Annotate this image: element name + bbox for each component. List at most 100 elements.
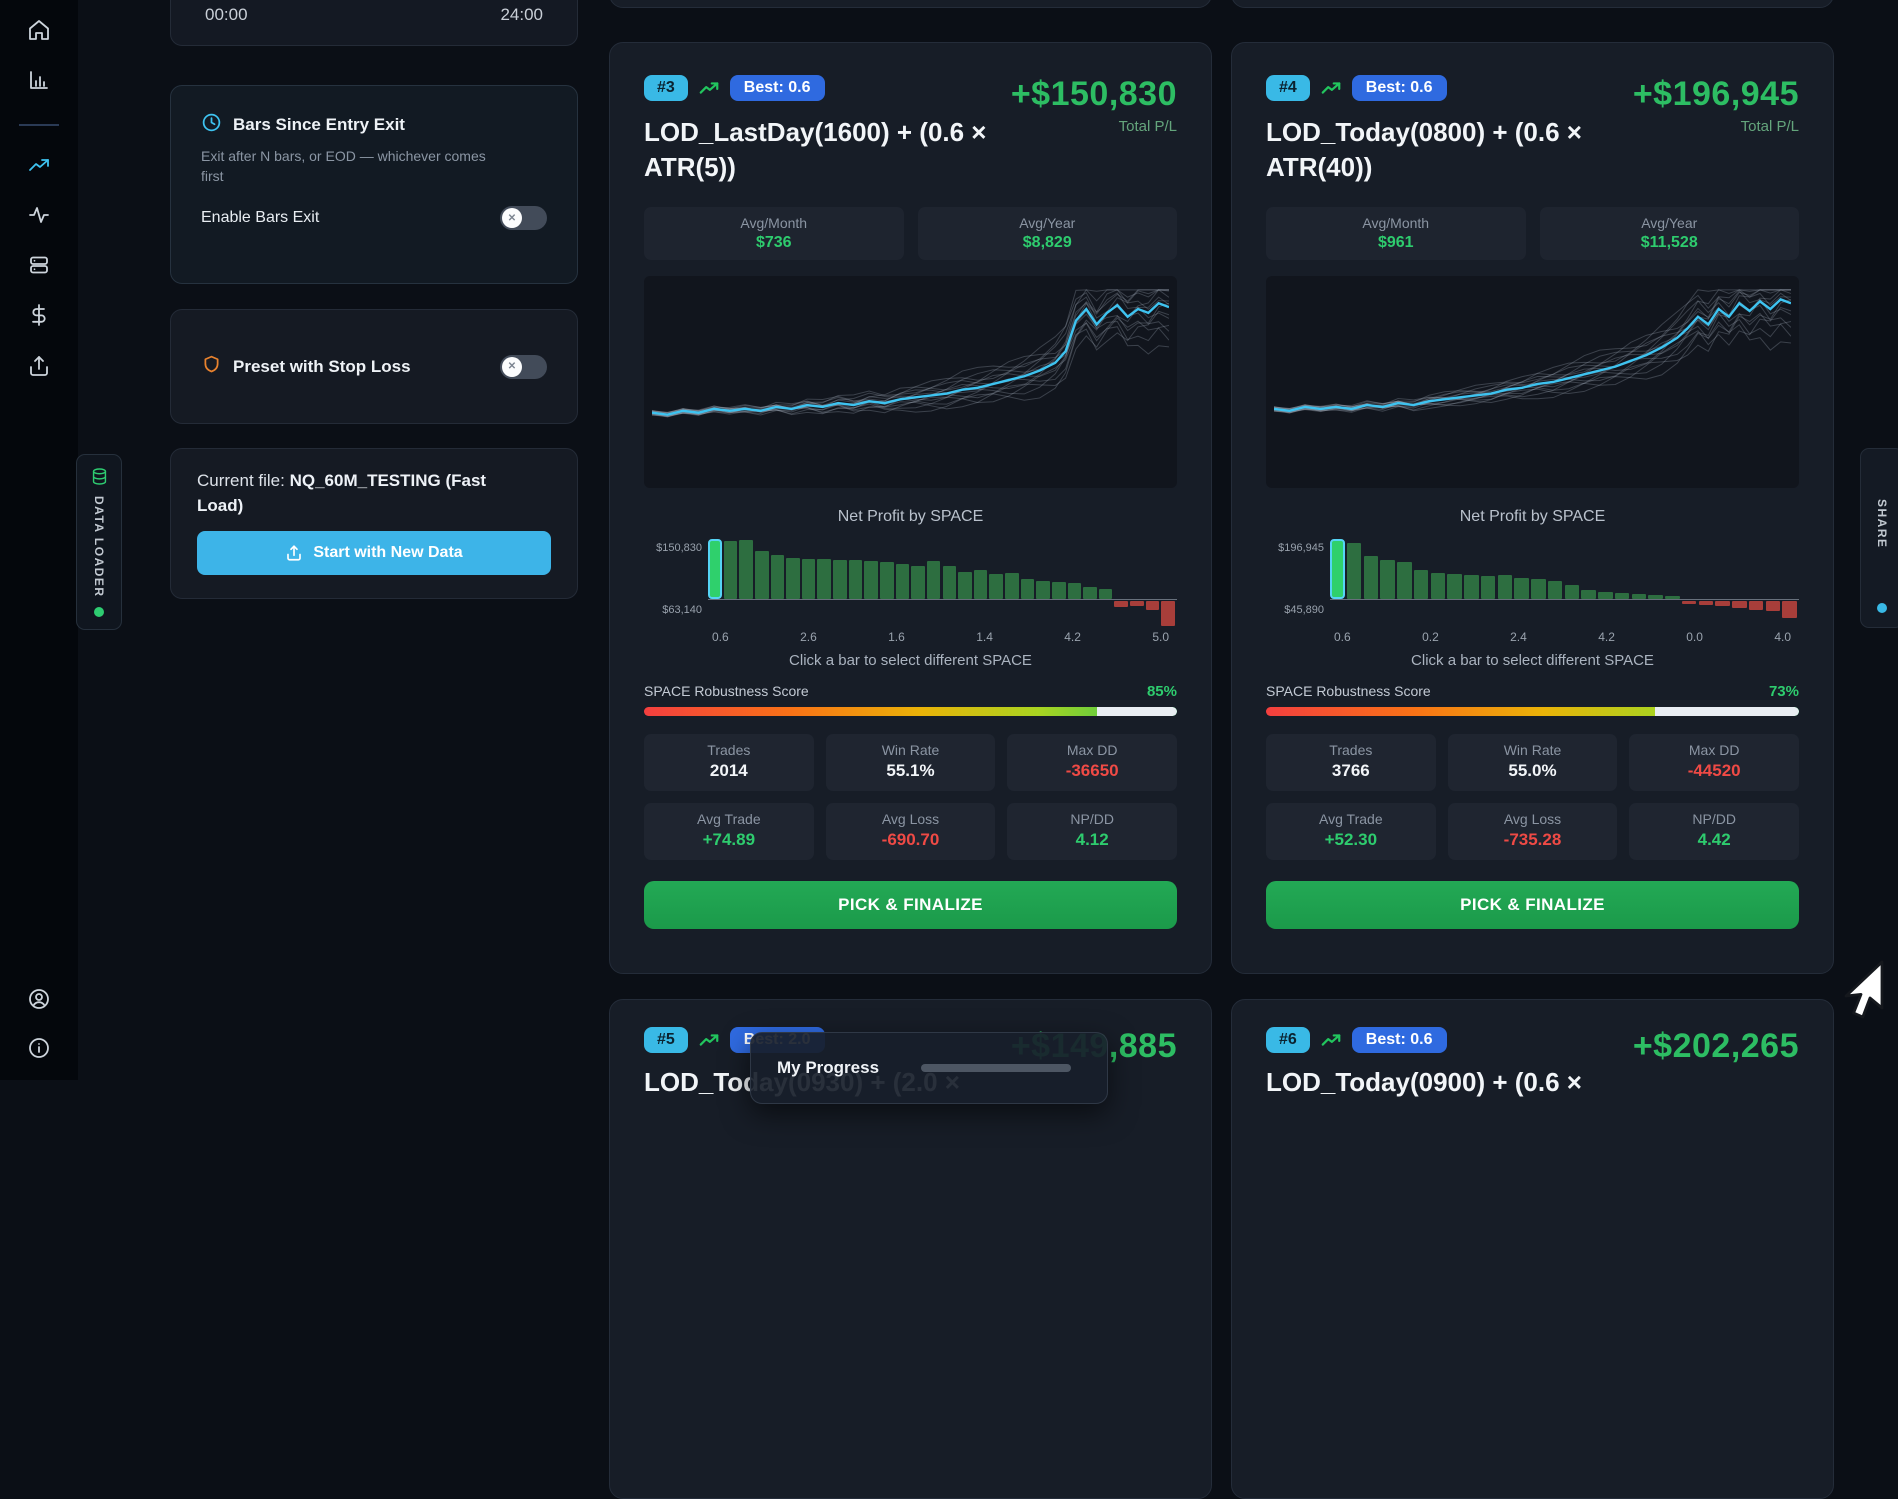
- strategy-title: LOD_LastDay(1600) + (0.6 × ATR(5)): [644, 117, 987, 183]
- trending-up-icon[interactable]: [0, 153, 78, 177]
- space-bar[interactable]: [754, 551, 769, 600]
- best-badge: Best: 0.6: [1351, 75, 1447, 101]
- space-bar[interactable]: [1161, 601, 1175, 627]
- info-circle-icon[interactable]: [0, 1036, 78, 1060]
- home-icon[interactable]: [0, 18, 78, 42]
- equity-curve-chart: [1266, 276, 1799, 489]
- space-bar[interactable]: [1413, 570, 1429, 600]
- space-bar[interactable]: [1782, 601, 1797, 618]
- space-bar[interactable]: [1380, 559, 1395, 600]
- space-bar[interactable]: [1631, 594, 1647, 600]
- avg-month-box: Avg/Month $961: [1266, 207, 1526, 261]
- space-bar[interactable]: [1564, 584, 1580, 600]
- space-bar[interactable]: [723, 540, 738, 600]
- space-bar[interactable]: [833, 559, 847, 600]
- space-bar[interactable]: [1698, 601, 1714, 605]
- space-bar[interactable]: [911, 565, 925, 600]
- space-bar[interactable]: [942, 565, 957, 600]
- space-bar[interactable]: [1397, 561, 1412, 600]
- dollar-icon[interactable]: [0, 303, 78, 327]
- space-bar[interactable]: [1083, 586, 1097, 600]
- space-bar[interactable]: [1005, 572, 1019, 600]
- space-bar[interactable]: [1665, 596, 1680, 600]
- space-bar[interactable]: [739, 539, 753, 600]
- space-bar[interactable]: [1145, 601, 1160, 611]
- space-bar[interactable]: [895, 564, 910, 600]
- space-bar[interactable]: [708, 539, 722, 600]
- space-bar[interactable]: [1020, 578, 1035, 600]
- space-bar[interactable]: [1531, 579, 1546, 600]
- total-pl-label: Total P/L: [1740, 118, 1799, 135]
- pick-finalize-button[interactable]: PICK & FINALIZE: [1266, 881, 1799, 930]
- time-start-label: 00:00: [205, 5, 248, 24]
- robustness-pct: 85%: [1146, 683, 1177, 701]
- space-bar[interactable]: [1447, 573, 1462, 600]
- bar-chart-icon[interactable]: [0, 68, 78, 92]
- stop-loss-toggle[interactable]: ✕: [500, 354, 547, 379]
- stat-np-dd: NP/DD 4.12: [1007, 803, 1177, 861]
- space-bar[interactable]: [973, 570, 988, 600]
- space-bar-chart[interactable]: [1330, 536, 1799, 630]
- space-bar[interactable]: [770, 554, 785, 600]
- space-chart-title: Net Profit by SPACE: [837, 508, 984, 526]
- status-dot: [94, 607, 104, 617]
- space-bar[interactable]: [786, 558, 800, 600]
- equity-curve-chart: [644, 276, 1177, 489]
- space-bar[interactable]: [864, 560, 878, 600]
- space-bar[interactable]: [926, 561, 941, 600]
- space-bar[interactable]: [1430, 572, 1446, 600]
- space-bar[interactable]: [1036, 580, 1050, 600]
- space-bar[interactable]: [1514, 578, 1529, 600]
- space-bar[interactable]: [848, 560, 863, 600]
- stat-win-rate: Win Rate 55.1%: [825, 734, 996, 792]
- x-tick-label: 1.4: [976, 630, 993, 645]
- stat-win-rate: Win Rate 55.0%: [1447, 734, 1618, 792]
- space-bar[interactable]: [1464, 574, 1479, 600]
- space-bar[interactable]: [1732, 601, 1747, 608]
- space-bar[interactable]: [1598, 591, 1613, 600]
- avg-month-box: Avg/Month $736: [644, 207, 904, 261]
- space-bar[interactable]: [1765, 601, 1781, 612]
- my-progress-toast[interactable]: My Progress: [750, 1032, 1108, 1104]
- space-bar[interactable]: [989, 573, 1004, 600]
- space-bar[interactable]: [1067, 582, 1082, 600]
- share-tab[interactable]: SHARE: [1860, 448, 1898, 628]
- space-bar[interactable]: [1581, 589, 1596, 600]
- space-bar[interactable]: [879, 561, 894, 600]
- space-bar[interactable]: [1648, 594, 1663, 600]
- current-file-name: NQ_60M_TESTING (Fast Load): [197, 471, 487, 515]
- space-bar[interactable]: [1051, 581, 1066, 600]
- space-bar[interactable]: [1363, 555, 1379, 600]
- enable-bars-exit-label: Enable Bars Exit: [201, 209, 320, 227]
- space-bar[interactable]: [817, 558, 832, 600]
- space-bar[interactable]: [1715, 601, 1730, 607]
- space-bar[interactable]: [1114, 601, 1129, 607]
- time-end-label: 24:00: [500, 5, 543, 24]
- space-chart-hint: Click a bar to select different SPACE: [789, 652, 1032, 670]
- space-bar[interactable]: [1497, 575, 1513, 600]
- pick-finalize-button[interactable]: PICK & FINALIZE: [644, 881, 1177, 930]
- card-bottom-edge: [1231, 0, 1834, 8]
- space-bar[interactable]: [1098, 588, 1113, 600]
- stat-trades: Trades 2014: [644, 734, 814, 792]
- space-bar[interactable]: [1130, 601, 1144, 607]
- space-bar[interactable]: [1681, 601, 1697, 604]
- space-bar[interactable]: [1614, 593, 1630, 600]
- upload-icon[interactable]: [0, 354, 78, 378]
- space-bar[interactable]: [1547, 580, 1563, 600]
- user-circle-icon[interactable]: [0, 987, 78, 1011]
- space-bar[interactable]: [1346, 543, 1362, 600]
- activity-icon[interactable]: [0, 203, 78, 227]
- trending-up-icon: [698, 77, 720, 99]
- space-bar[interactable]: [801, 558, 816, 600]
- space-bar-chart[interactable]: [708, 536, 1177, 630]
- space-bar[interactable]: [1330, 539, 1345, 600]
- space-bar[interactable]: [958, 571, 972, 600]
- space-bar[interactable]: [1480, 576, 1496, 600]
- data-loader-tab[interactable]: DATA LOADER: [76, 454, 122, 630]
- enable-bars-exit-toggle[interactable]: ✕: [500, 206, 547, 231]
- server-icon[interactable]: [0, 253, 78, 277]
- stop-loss-card: Preset with Stop Loss ✕: [170, 309, 578, 424]
- start-new-data-button[interactable]: Start with New Data: [197, 531, 551, 576]
- space-bar[interactable]: [1748, 601, 1764, 610]
